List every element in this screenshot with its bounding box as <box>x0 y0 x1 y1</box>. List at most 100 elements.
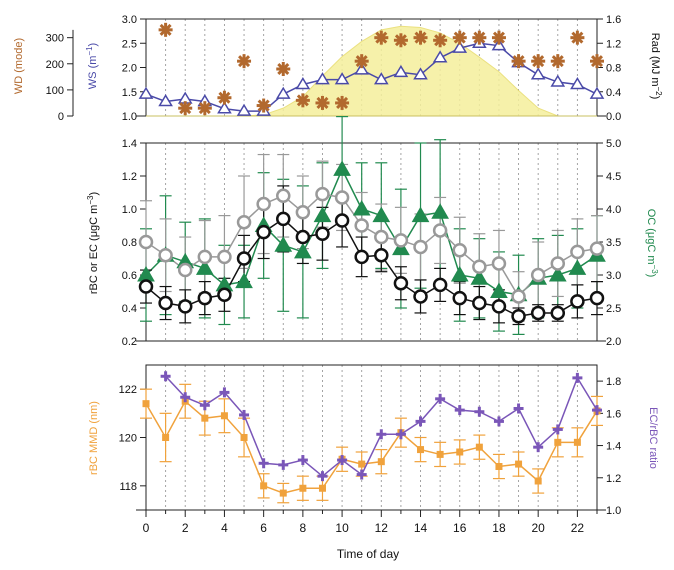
ws-point <box>315 72 330 85</box>
wd-axis-label: WD (mode) <box>13 38 25 94</box>
wd-point <box>491 30 506 45</box>
ws-axis-tick-label: 1.0 <box>122 111 137 123</box>
ws-point <box>550 74 566 87</box>
wd-point-stroke <box>257 99 270 112</box>
ratio-point <box>435 393 446 404</box>
ws-point <box>432 50 448 63</box>
radiation-area <box>146 25 597 117</box>
rbc-point <box>315 226 330 241</box>
ratio-axis-tick-label: 1.4 <box>606 441 621 453</box>
ec-point <box>452 243 467 258</box>
ec-point <box>413 239 428 255</box>
mmd-point <box>260 482 268 490</box>
oc-point <box>333 160 351 176</box>
ws-point <box>295 77 311 90</box>
x-tick-label: 22 <box>571 521 585 535</box>
wd-point-stroke <box>355 55 368 68</box>
wd-point <box>158 22 173 37</box>
ws-axis-tick-label: 3.0 <box>122 14 137 26</box>
rbc-point <box>256 224 271 240</box>
ratio-point <box>395 429 406 440</box>
ratio-point <box>297 455 308 466</box>
ec-point <box>589 241 605 256</box>
wd-point <box>531 54 546 69</box>
ec-point <box>511 289 526 304</box>
ratio-point <box>415 416 426 427</box>
wd-point <box>335 95 350 110</box>
ratio-axis-tick-label: 1.8 <box>606 376 621 388</box>
rad-axis-label: Rad (MJ m−2) <box>649 33 663 100</box>
rbc-point <box>276 211 291 227</box>
ratio-point <box>356 469 367 480</box>
ratio-point <box>278 459 289 470</box>
oc-axis-tick-label: 2.0 <box>606 336 621 348</box>
ec-point <box>393 233 409 248</box>
oc-point <box>411 206 430 223</box>
oc-point <box>235 272 253 289</box>
rbc-ec-axis-label: rBC or EC (μgC m−3) <box>86 192 100 294</box>
wd-point <box>433 33 448 48</box>
rbc-point <box>158 295 173 311</box>
rbc-axis-tick-label: 1.2 <box>122 171 137 183</box>
mmd-point <box>220 412 228 420</box>
ratio-point <box>592 405 602 416</box>
rbc-point <box>393 276 409 291</box>
ec-point <box>138 234 154 250</box>
ws-axis-tick-label: 1.5 <box>122 87 137 99</box>
rbc-point <box>570 294 585 309</box>
wd-axis-tick-label: 200 <box>46 59 64 71</box>
mmd-point <box>475 443 483 451</box>
ratio-point <box>474 406 485 417</box>
wd-point <box>315 95 330 110</box>
rbc-line <box>145 217 598 318</box>
ec-point <box>472 259 487 274</box>
mmd-point <box>358 460 366 468</box>
mmd-axis-tick-label: 122 <box>119 384 137 396</box>
wd-point-stroke <box>414 31 427 44</box>
ratio-point <box>533 442 544 453</box>
ec-point <box>491 256 507 271</box>
rbc-axis-tick-label: 0.6 <box>122 270 137 282</box>
wd-point <box>197 101 212 116</box>
oc-point <box>490 282 508 298</box>
ec-point <box>570 244 585 260</box>
mmd-axis-tick-label: 120 <box>119 433 137 445</box>
oc-axis-tick-label: 3.5 <box>606 237 621 249</box>
oc-point <box>450 265 469 282</box>
ws-point <box>393 64 409 78</box>
wd-point <box>393 33 408 48</box>
x-tick-label: 2 <box>182 521 189 535</box>
rbc-point <box>589 290 605 306</box>
wd-point <box>354 54 369 69</box>
ec-point <box>530 267 546 283</box>
rbc-point <box>334 213 350 228</box>
ratio-axis-label: EC/rBC ratio <box>647 407 659 469</box>
wd-point-stroke <box>277 62 290 76</box>
rbc-point <box>452 290 467 306</box>
x-tick-label: 0 <box>143 521 150 535</box>
oc-axis-label: OC (μgC m−3) <box>645 209 659 278</box>
ratio-point <box>513 403 524 414</box>
rbc-axis-tick-label: 0.4 <box>122 303 137 315</box>
rbc-axis-tick-label: 0.2 <box>122 336 137 348</box>
ws-point <box>158 93 173 107</box>
wd-point-stroke <box>238 55 251 68</box>
ec-line <box>145 193 598 298</box>
rbc-axis-tick-label: 1.4 <box>122 138 137 150</box>
ec-point <box>334 190 350 205</box>
oc-axis-tick-label: 4.5 <box>606 171 621 183</box>
wd-point-stroke <box>198 102 211 115</box>
x-tick-label: 18 <box>492 521 506 535</box>
rbc-point <box>138 279 154 294</box>
ratio-point <box>317 471 328 482</box>
ws-point <box>452 40 468 53</box>
oc-axis-tick-label: 4.0 <box>606 204 621 216</box>
mmd-axis-tick-label: 118 <box>119 481 137 493</box>
ws-point <box>217 101 232 114</box>
rad-axis-tick-label: 0.0 <box>606 111 621 123</box>
oc-point <box>431 203 449 219</box>
x-tick-label: 14 <box>414 521 428 535</box>
wd-point-stroke <box>375 31 388 44</box>
wd-point <box>413 30 428 45</box>
wd-point-stroke <box>218 91 231 104</box>
